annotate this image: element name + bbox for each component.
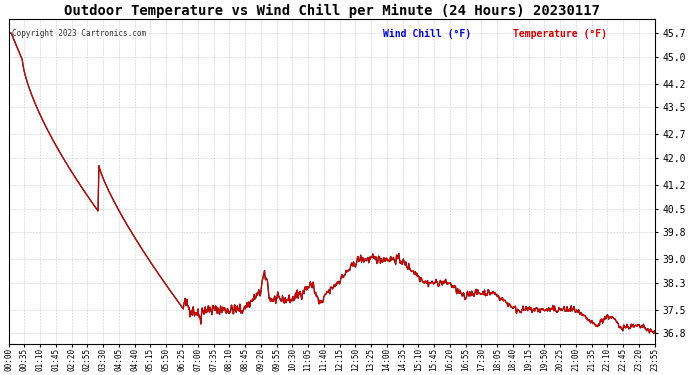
Title: Outdoor Temperature vs Wind Chill per Minute (24 Hours) 20230117: Outdoor Temperature vs Wind Chill per Mi… bbox=[63, 4, 600, 18]
Text: Temperature (°F): Temperature (°F) bbox=[513, 29, 607, 39]
Text: Copyright 2023 Cartronics.com: Copyright 2023 Cartronics.com bbox=[12, 29, 146, 38]
Text: Wind Chill (°F): Wind Chill (°F) bbox=[384, 29, 471, 39]
